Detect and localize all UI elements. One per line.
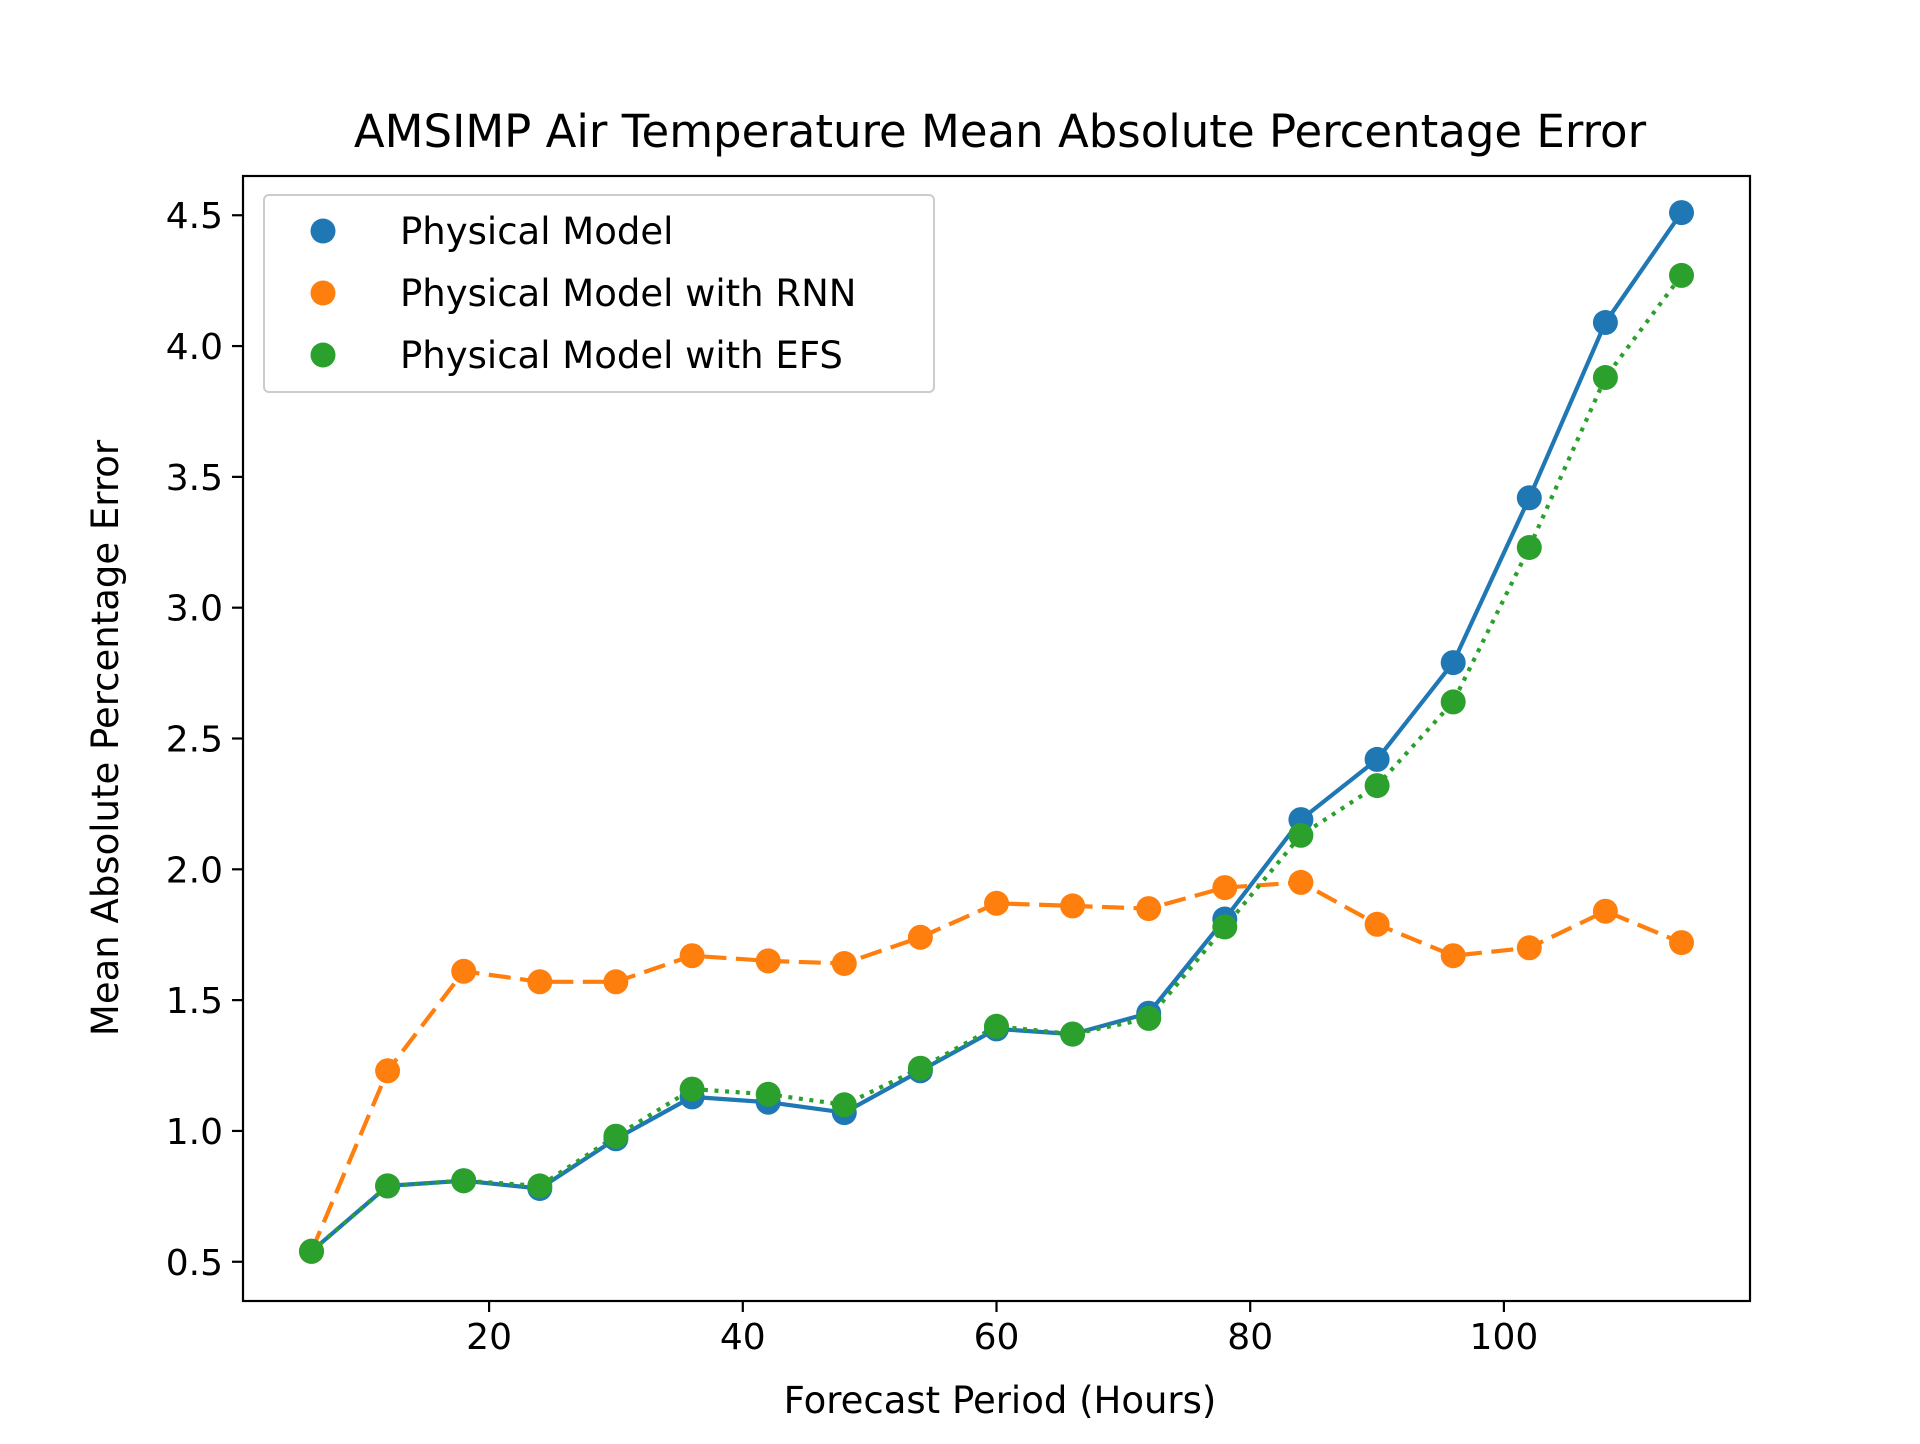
y-tick-label: 4.0 bbox=[166, 327, 223, 368]
series-2-point bbox=[451, 1168, 477, 1194]
series-2-point bbox=[984, 1013, 1009, 1039]
series-layer bbox=[299, 200, 1694, 1264]
series-1-point bbox=[831, 951, 857, 976]
series-0-point bbox=[1592, 310, 1618, 335]
series-0-point bbox=[1364, 746, 1390, 772]
y-tick-label: 4.5 bbox=[166, 196, 223, 237]
y-tick-label: 2.5 bbox=[166, 720, 223, 761]
series-1-point bbox=[1440, 943, 1466, 969]
series-1-point bbox=[1288, 869, 1314, 895]
legend-box bbox=[263, 194, 935, 393]
series-1-point bbox=[984, 890, 1009, 916]
series-1-point bbox=[375, 1058, 401, 1084]
y-tick-label: 1.0 bbox=[166, 1112, 223, 1153]
series-2-point bbox=[1440, 689, 1466, 715]
y-tick-label: 0.5 bbox=[166, 1243, 223, 1284]
y-tick-label: 2.0 bbox=[166, 850, 223, 891]
x-tick-label: 40 bbox=[720, 1317, 766, 1358]
series-2-point bbox=[603, 1123, 629, 1149]
series-1-point bbox=[907, 924, 933, 950]
series-2-point bbox=[1288, 822, 1314, 848]
series-0-point bbox=[1440, 650, 1466, 676]
legend-marker-1 bbox=[310, 280, 336, 306]
series-line-2 bbox=[310, 274, 1684, 1253]
series-2-point bbox=[1060, 1021, 1086, 1047]
x-axis-label: Forecast Period (Hours) bbox=[784, 1379, 1217, 1422]
series-2-point bbox=[1364, 773, 1390, 799]
series-2-point bbox=[831, 1092, 857, 1118]
series-0-point bbox=[1516, 485, 1542, 511]
series-2-point bbox=[1592, 365, 1618, 390]
series-2-point bbox=[527, 1173, 553, 1199]
series-1-point bbox=[1212, 875, 1238, 901]
chart-title: AMSIMP Air Temperature Mean Absolute Per… bbox=[354, 105, 1647, 158]
y-tick-label: 1.5 bbox=[166, 981, 223, 1022]
series-1-point bbox=[1592, 898, 1618, 924]
series-2-point bbox=[907, 1055, 933, 1081]
x-tick-label: 60 bbox=[974, 1317, 1020, 1358]
series-line-1 bbox=[309, 880, 1683, 1253]
series-2-point bbox=[1516, 535, 1542, 560]
x-tick-label: 80 bbox=[1227, 1317, 1273, 1358]
series-2-point bbox=[299, 1238, 324, 1264]
series-1-point bbox=[1669, 930, 1694, 956]
series-2-point bbox=[755, 1081, 781, 1107]
series-1-point bbox=[755, 948, 781, 974]
series-2-point bbox=[1212, 914, 1238, 940]
legend-label-1: Physical Model with RNN bbox=[400, 272, 856, 315]
legend: Physical Model Physical Model with RNN Phy… bbox=[263, 194, 935, 393]
y-tick-label: 3.5 bbox=[166, 458, 223, 499]
series-1-point bbox=[1060, 893, 1086, 919]
series-2-point bbox=[1669, 262, 1694, 288]
axes-layer: 20 40 60 80 100 0.5 1.0 1.5 2.0 2.5 3.0 3.5 4.0 4.5 bbox=[166, 174, 1752, 1358]
y-tick-label: 3.0 bbox=[166, 589, 223, 630]
series-1-point bbox=[679, 943, 705, 969]
x-tick-label: 20 bbox=[466, 1317, 512, 1358]
series-1-point bbox=[1136, 896, 1162, 922]
y-axis-label: Mean Absolute Percentage Error bbox=[84, 439, 127, 1036]
series-1-point bbox=[1364, 911, 1390, 937]
series-1-point bbox=[527, 969, 553, 995]
legend-marker-0 bbox=[310, 218, 336, 244]
series-2-point bbox=[375, 1173, 401, 1199]
legend-label-0: Physical Model bbox=[400, 210, 673, 253]
x-tick-label: 100 bbox=[1470, 1317, 1539, 1358]
series-0-point bbox=[1669, 200, 1694, 226]
series-1-point bbox=[451, 958, 477, 984]
series-2-point bbox=[1136, 1005, 1162, 1031]
legend-marker-2 bbox=[310, 342, 336, 368]
series-2-point bbox=[679, 1076, 705, 1102]
legend-label-2: Physical Model with EFS bbox=[400, 334, 843, 377]
series-1-point bbox=[603, 969, 629, 995]
series-1-point bbox=[1516, 935, 1542, 961]
